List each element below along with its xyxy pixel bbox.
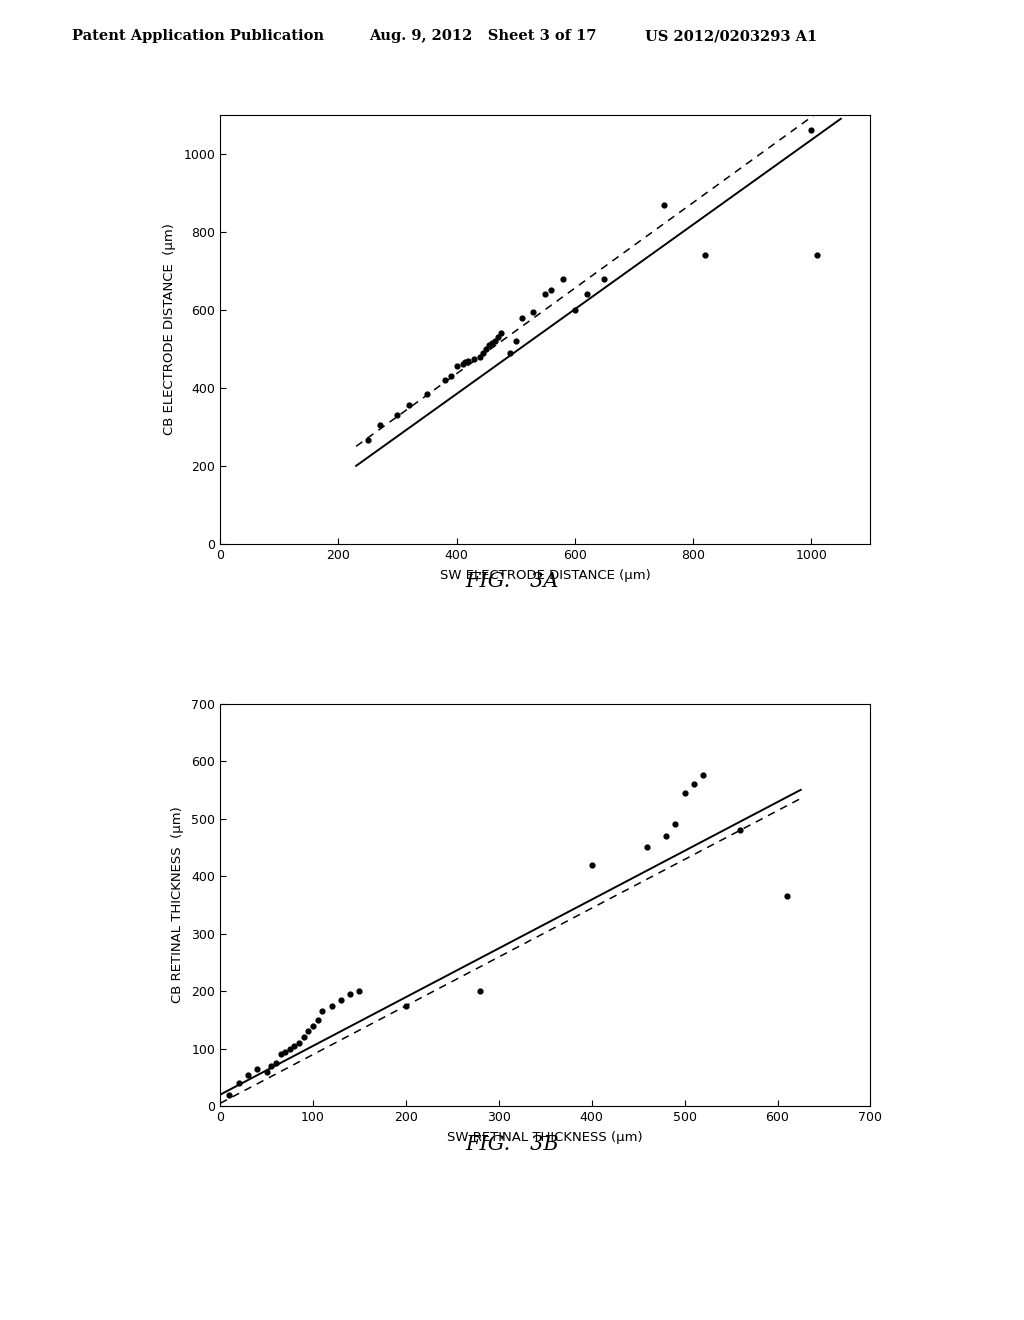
- Point: [486, 330, 503, 351]
- Text: FIG.   3B: FIG. 3B: [465, 1135, 559, 1154]
- Point: [296, 1027, 312, 1048]
- Point: [566, 300, 583, 321]
- Point: [803, 120, 819, 141]
- Point: [543, 280, 559, 301]
- Text: Aug. 9, 2012   Sheet 3 of 17: Aug. 9, 2012 Sheet 3 of 17: [369, 29, 596, 44]
- Point: [230, 1073, 247, 1094]
- Point: [596, 268, 612, 289]
- Point: [263, 1056, 280, 1077]
- Point: [449, 356, 465, 378]
- Point: [342, 983, 358, 1005]
- Point: [809, 244, 825, 265]
- Point: [287, 1035, 303, 1056]
- Point: [436, 370, 453, 391]
- Point: [484, 333, 501, 354]
- Point: [579, 284, 595, 305]
- Point: [442, 366, 459, 387]
- Point: [359, 430, 376, 451]
- Point: [555, 268, 571, 289]
- Point: [686, 774, 702, 795]
- Point: [258, 1061, 274, 1082]
- Point: [466, 348, 482, 370]
- Point: [696, 244, 713, 265]
- Point: [276, 1041, 293, 1063]
- Point: [668, 813, 684, 836]
- Point: [655, 194, 672, 215]
- Point: [478, 338, 495, 359]
- Text: FIG.   3A: FIG. 3A: [465, 572, 559, 590]
- Point: [305, 1015, 322, 1036]
- Point: [324, 995, 340, 1016]
- Point: [419, 383, 435, 404]
- Y-axis label: CB RETINAL THICKNESS  (μm): CB RETINAL THICKNESS (μm): [171, 807, 184, 1003]
- Point: [300, 1020, 316, 1041]
- Point: [272, 1044, 289, 1065]
- Point: [458, 352, 474, 374]
- Point: [508, 330, 524, 351]
- Point: [584, 854, 600, 875]
- Point: [249, 1059, 265, 1080]
- Point: [489, 326, 506, 347]
- Point: [267, 1052, 284, 1073]
- Point: [455, 354, 471, 375]
- X-axis label: SW ELECTRODE DISTANCE (μm): SW ELECTRODE DISTANCE (μm): [440, 569, 650, 582]
- Point: [472, 981, 488, 1002]
- Point: [472, 346, 488, 367]
- Point: [481, 334, 498, 355]
- Point: [639, 837, 655, 858]
- Point: [475, 342, 492, 363]
- Point: [240, 1064, 256, 1085]
- Text: Patent Application Publication: Patent Application Publication: [72, 29, 324, 44]
- Point: [493, 322, 509, 343]
- Point: [513, 308, 529, 329]
- Point: [351, 981, 368, 1002]
- Point: [695, 764, 712, 785]
- Point: [333, 989, 349, 1010]
- Point: [389, 404, 406, 425]
- Y-axis label: CB ELECTRODE DISTANCE  (μm): CB ELECTRODE DISTANCE (μm): [164, 223, 176, 436]
- Point: [778, 886, 795, 907]
- Point: [401, 395, 418, 416]
- Text: US 2012/0203293 A1: US 2012/0203293 A1: [645, 29, 817, 44]
- Point: [221, 1084, 238, 1105]
- Point: [397, 995, 414, 1016]
- Point: [502, 342, 518, 363]
- X-axis label: SW RETINAL THICKNESS (μm): SW RETINAL THICKNESS (μm): [447, 1131, 643, 1144]
- Point: [537, 284, 553, 305]
- Point: [525, 301, 542, 322]
- Point: [677, 783, 693, 804]
- Point: [282, 1038, 298, 1059]
- Point: [657, 825, 674, 846]
- Point: [732, 820, 749, 841]
- Point: [314, 1001, 331, 1022]
- Point: [372, 414, 388, 436]
- Point: [309, 1010, 326, 1031]
- Point: [460, 350, 476, 371]
- Point: [291, 1032, 307, 1053]
